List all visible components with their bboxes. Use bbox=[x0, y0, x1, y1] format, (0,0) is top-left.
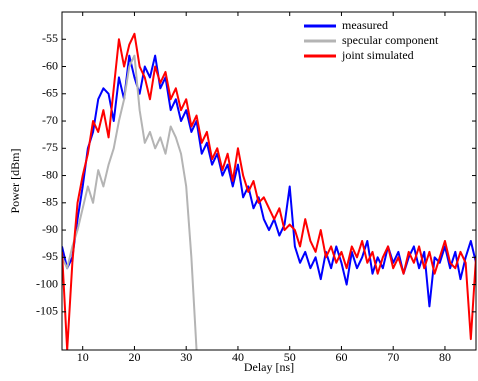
y-tick-label: -70 bbox=[42, 113, 58, 127]
y-tick-label: -60 bbox=[42, 58, 58, 72]
y-tick-label: -105 bbox=[36, 304, 58, 318]
y-axis-label: Power [dBm] bbox=[8, 149, 22, 214]
x-tick-label: 50 bbox=[284, 350, 296, 364]
lines bbox=[62, 32, 476, 350]
x-tick-label: 70 bbox=[387, 350, 399, 364]
x-tick-label: 10 bbox=[77, 350, 89, 364]
x-tick-label: 20 bbox=[128, 350, 140, 364]
legend-label: specular component bbox=[342, 33, 439, 47]
x-tick-label: 40 bbox=[232, 350, 244, 364]
y-tick-label: -95 bbox=[42, 249, 58, 263]
x-tick-label: 60 bbox=[335, 350, 347, 364]
x-axis-label: Delay [ns] bbox=[244, 360, 294, 374]
y-tick-label: -100 bbox=[36, 276, 58, 290]
plot-area bbox=[62, 12, 476, 350]
y-tick-label: -85 bbox=[42, 195, 58, 209]
y-tick-label: -80 bbox=[42, 167, 58, 181]
legend-label: joint simulated bbox=[341, 48, 414, 62]
x-tick-label: 30 bbox=[180, 350, 192, 364]
y-tick-label: -55 bbox=[42, 31, 58, 45]
x-tick-label: 80 bbox=[439, 350, 451, 364]
series-line bbox=[62, 32, 476, 350]
y-tick-label: -65 bbox=[42, 86, 58, 100]
legend-label: measured bbox=[342, 18, 388, 32]
series-line bbox=[62, 54, 198, 350]
y-tick-label: -75 bbox=[42, 140, 58, 154]
axes-box bbox=[61, 11, 477, 351]
y-tick-label: -90 bbox=[42, 222, 58, 236]
